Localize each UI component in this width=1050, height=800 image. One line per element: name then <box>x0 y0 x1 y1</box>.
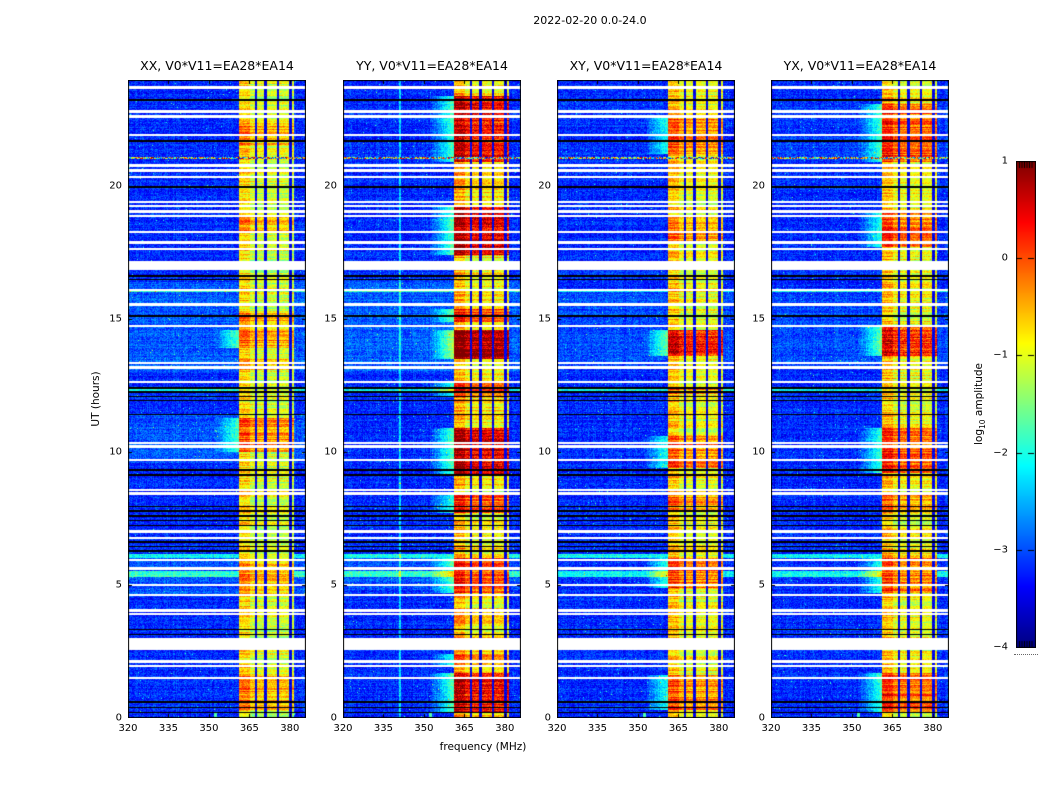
x-tick-label: 350 <box>414 723 434 734</box>
spectrogram-panel-yx <box>771 80 949 718</box>
x-axis-label: frequency (MHz) <box>439 741 527 753</box>
x-tick-label: 350 <box>842 723 862 734</box>
x-tick-label: 350 <box>628 723 648 734</box>
y-tick-label: 20 <box>324 180 337 192</box>
panel-title-xy: XY, V0*V11=EA28*EA14 <box>569 58 723 73</box>
y-tick-label: 20 <box>752 180 765 192</box>
y-tick-label: 0 <box>758 712 765 724</box>
figure-title: 2022-02-20 0.0-24.0 <box>533 14 647 27</box>
colorbar-tick-label: −4 <box>993 641 1008 653</box>
x-tick-label: 320 <box>118 723 138 734</box>
x-tick-label: 380 <box>709 723 729 734</box>
y-tick-label: 0 <box>330 712 337 724</box>
x-tick-label: 320 <box>547 723 567 734</box>
colorbar-tick-label: 1 <box>1001 155 1008 167</box>
x-tick-label: 380 <box>495 723 515 734</box>
y-tick-label: 20 <box>109 180 122 192</box>
x-tick-label: 365 <box>454 723 474 734</box>
panel-title-xx: XX, V0*V11=EA28*EA14 <box>140 58 294 73</box>
spectrogram-panel-xx <box>128 80 306 718</box>
y-tick-label: 5 <box>330 579 337 591</box>
x-tick-label: 320 <box>333 723 353 734</box>
y-tick-label: 15 <box>538 313 551 325</box>
y-tick-label: 5 <box>544 579 551 591</box>
x-tick-label: 350 <box>199 723 219 734</box>
panel-title-yx: YX, V0*V11=EA28*EA14 <box>783 58 937 73</box>
y-tick-label: 15 <box>752 313 765 325</box>
colorbar-tick-label: −1 <box>993 349 1008 361</box>
colorbar-tick-label: −3 <box>993 544 1008 556</box>
x-tick-label: 335 <box>801 723 821 734</box>
y-tick-label: 0 <box>544 712 551 724</box>
x-tick-label: 365 <box>239 723 259 734</box>
colorbar-tick-label: 0 <box>1001 252 1008 264</box>
y-tick-label: 10 <box>752 446 765 458</box>
spectrogram-panel-yy <box>343 80 521 718</box>
y-tick-label: 15 <box>324 313 337 325</box>
x-tick-label: 365 <box>668 723 688 734</box>
y-tick-label: 0 <box>115 712 122 724</box>
x-tick-label: 365 <box>882 723 902 734</box>
x-tick-label: 335 <box>587 723 607 734</box>
x-tick-label: 335 <box>373 723 393 734</box>
y-tick-label: 5 <box>115 579 122 591</box>
y-axis-label: UT (hours) <box>90 371 102 427</box>
y-tick-label: 20 <box>538 180 551 192</box>
y-tick-label: 10 <box>109 446 122 458</box>
x-tick-label: 380 <box>923 723 943 734</box>
colorbar-end-dotted-line <box>1014 654 1038 655</box>
y-tick-label: 15 <box>109 313 122 325</box>
colorbar-label: log10 amplitude <box>973 363 988 445</box>
x-tick-label: 335 <box>158 723 178 734</box>
colorbar <box>1016 161 1036 648</box>
y-tick-label: 10 <box>324 446 337 458</box>
spectrogram-panel-xy <box>557 80 735 718</box>
colorbar-tick-label: −2 <box>993 447 1008 459</box>
panel-title-yy: YY, V0*V11=EA28*EA14 <box>356 58 508 73</box>
y-tick-label: 10 <box>538 446 551 458</box>
y-tick-label: 5 <box>758 579 765 591</box>
x-tick-label: 380 <box>280 723 300 734</box>
x-tick-label: 320 <box>761 723 781 734</box>
